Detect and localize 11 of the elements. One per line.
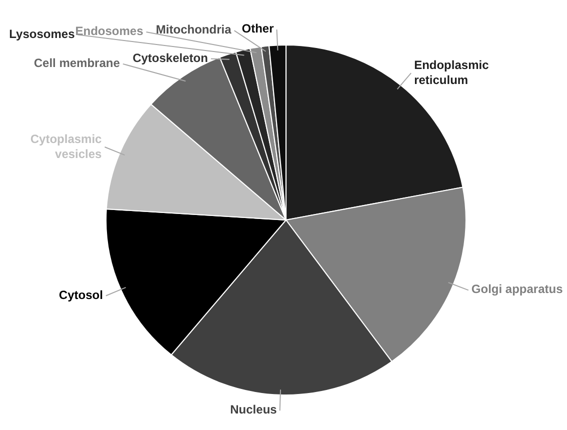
slice-label: Golgi apparatus	[471, 282, 564, 296]
slice-label: Endosomes	[75, 24, 144, 38]
slice-label: Endoplasmic reticulum	[414, 58, 490, 88]
slice-label: Cytoplasmic vesicles	[30, 132, 102, 162]
slice-label: Other	[242, 22, 274, 36]
slice-label: Cytoskeleton	[132, 50, 208, 65]
slice-label: Nucleus	[230, 402, 278, 417]
slice-label: Lysosomes	[9, 26, 76, 41]
slice-label: Mitochondria	[156, 22, 232, 37]
slice-label: Cytosol	[58, 288, 103, 302]
slice-label: Cell membrane	[34, 56, 120, 70]
